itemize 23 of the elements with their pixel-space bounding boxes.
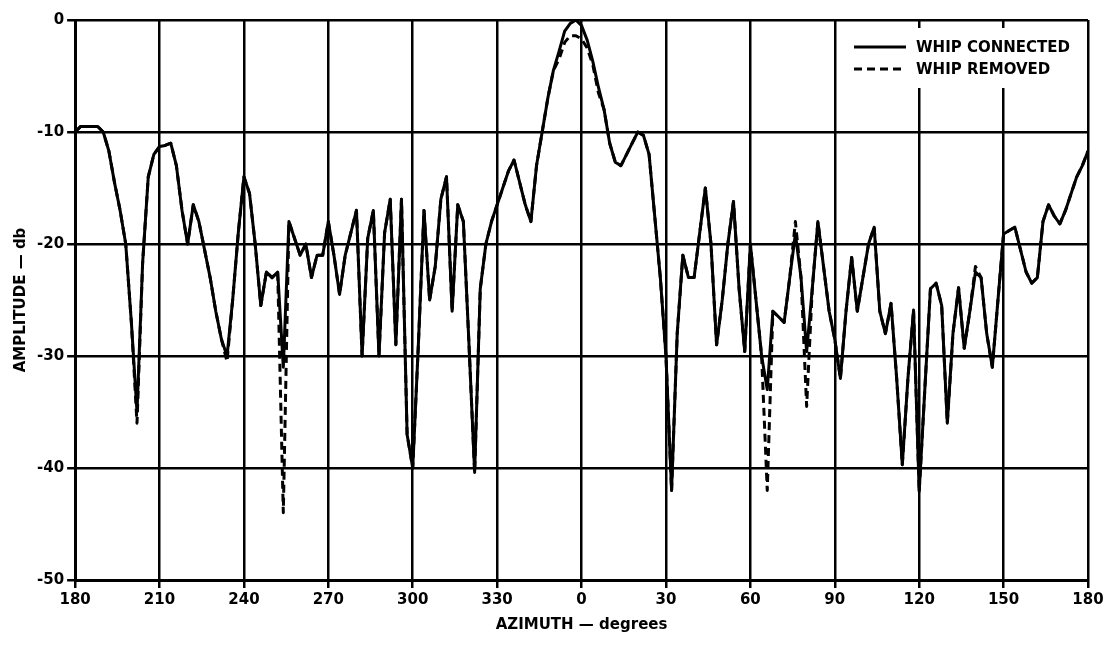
x-tick-label: 330 <box>481 589 513 608</box>
y-tick-label: -40 <box>36 457 65 476</box>
legend-label: WHIP CONNECTED <box>916 38 1070 56</box>
x-tick-label: 180 <box>59 589 91 608</box>
x-tick-label: 30 <box>655 589 677 608</box>
x-tick-label: 150 <box>987 589 1020 608</box>
x-tick-label: 300 <box>397 589 429 608</box>
x-tick-label: 180 <box>1072 589 1104 608</box>
x-tick-label: 0 <box>576 589 587 608</box>
x-tick-label: 60 <box>739 589 761 608</box>
y-tick-label: -10 <box>36 121 65 140</box>
y-axis-title: AMPLITUDE — db <box>10 227 29 373</box>
x-tick-label: 240 <box>228 589 260 608</box>
x-tick-label: 270 <box>312 589 344 608</box>
y-tick-label: -50 <box>36 569 65 588</box>
legend-label: WHIP REMOVED <box>916 60 1051 78</box>
x-tick-label: 90 <box>824 589 846 608</box>
y-tick-label: 0 <box>53 9 65 28</box>
y-tick-label: -20 <box>36 233 65 252</box>
x-tick-label: 210 <box>143 589 176 608</box>
y-tick-label: -30 <box>36 345 65 364</box>
x-axis-title: AZIMUTH — degrees <box>495 614 668 633</box>
x-tick-label: 120 <box>903 589 935 608</box>
